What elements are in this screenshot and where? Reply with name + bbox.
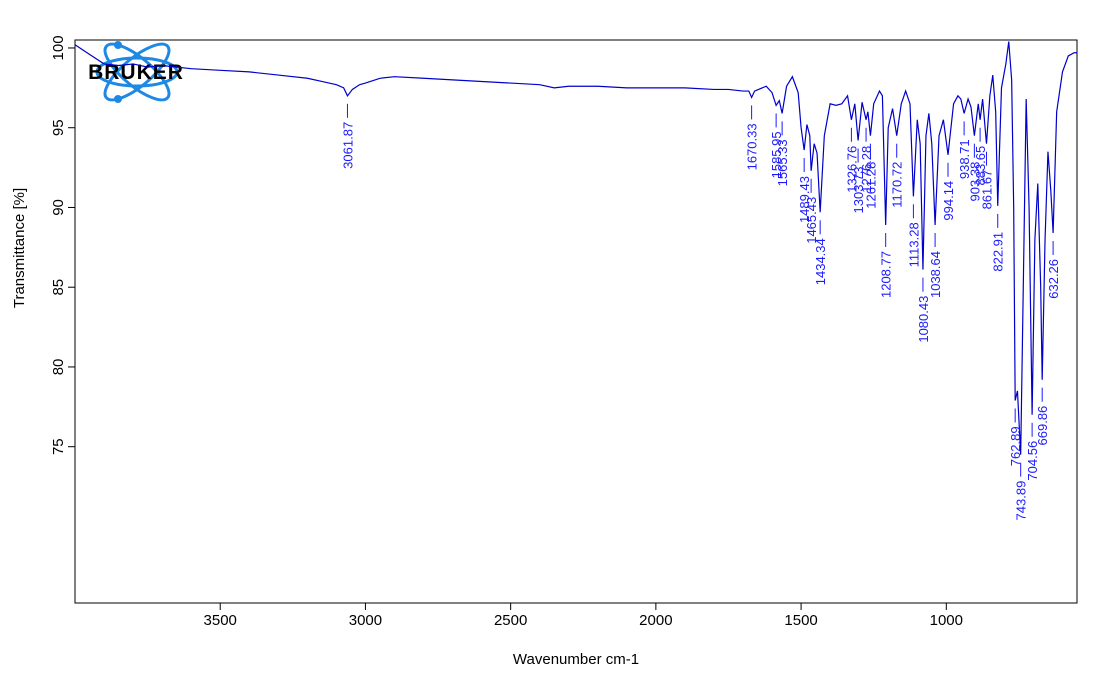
x-tick-label: 2500 bbox=[494, 612, 527, 629]
y-tick-label: 85 bbox=[50, 279, 67, 296]
logo-orbit bbox=[95, 56, 179, 88]
peak-label: 822.91 bbox=[991, 232, 1006, 272]
peak-label: 1038.64 bbox=[928, 251, 943, 298]
peak-label: 762.89 bbox=[1008, 426, 1023, 466]
y-tick-label: 75 bbox=[50, 438, 67, 455]
x-tick-label: 1000 bbox=[930, 612, 963, 629]
peak-label: 1113.28 bbox=[906, 222, 921, 267]
peak-label: 903.38 bbox=[967, 162, 982, 202]
plot-frame bbox=[74, 39, 1078, 604]
y-tick-label: 80 bbox=[50, 359, 67, 376]
x-tick-label: 2000 bbox=[639, 612, 672, 629]
peak-label: 669.86 bbox=[1035, 406, 1050, 446]
peak-label: 1670.33 bbox=[745, 123, 760, 170]
peak-label: 1303.73 bbox=[851, 166, 866, 213]
peak-label: 1465.43 bbox=[804, 197, 819, 244]
spectrum-line bbox=[74, 41, 1077, 455]
peak-label: 883.65 bbox=[973, 146, 988, 186]
x-tick-label: 3500 bbox=[204, 612, 237, 629]
logo: BRUKER bbox=[88, 41, 184, 103]
x-axis-label: Wavenumber cm-1 bbox=[513, 651, 639, 668]
y-tick-label: 95 bbox=[50, 119, 67, 136]
peak-label: 1208.77 bbox=[879, 251, 894, 298]
peak-label: 704.56 bbox=[1025, 441, 1040, 481]
logo-dot bbox=[114, 95, 122, 103]
y-tick-label: 90 bbox=[50, 199, 67, 216]
peak-label: 938.71 bbox=[957, 139, 972, 179]
x-tick-label: 3000 bbox=[349, 612, 382, 629]
peak-label: 1434.34 bbox=[813, 238, 828, 285]
peak-label: 743.89 bbox=[1014, 481, 1029, 521]
peak-label: 994.14 bbox=[941, 181, 956, 221]
peak-label: 3061.87 bbox=[340, 122, 355, 169]
y-tick-label: 100 bbox=[50, 35, 67, 60]
peak-label: 1170.72 bbox=[890, 162, 905, 208]
logo-orbit bbox=[103, 42, 171, 102]
peak-label: 1080.43 bbox=[916, 296, 931, 343]
peak-label: 632.26 bbox=[1046, 259, 1061, 299]
peak-label: 861.67 bbox=[979, 170, 994, 210]
logo-text: BRUKER bbox=[88, 61, 184, 84]
peak-label: 1489.43 bbox=[797, 176, 812, 223]
x-tick-label: 1500 bbox=[784, 612, 817, 629]
peak-label: 1585.95 bbox=[769, 131, 784, 178]
peak-label: 1326.76 bbox=[844, 146, 859, 193]
peak-label: 1261.28 bbox=[863, 162, 878, 209]
peak-label: 1565.33 bbox=[775, 139, 790, 186]
logo-dot bbox=[114, 41, 122, 49]
logo-orbit bbox=[103, 42, 171, 102]
y-axis-label: Transmittance [%] bbox=[11, 188, 28, 308]
